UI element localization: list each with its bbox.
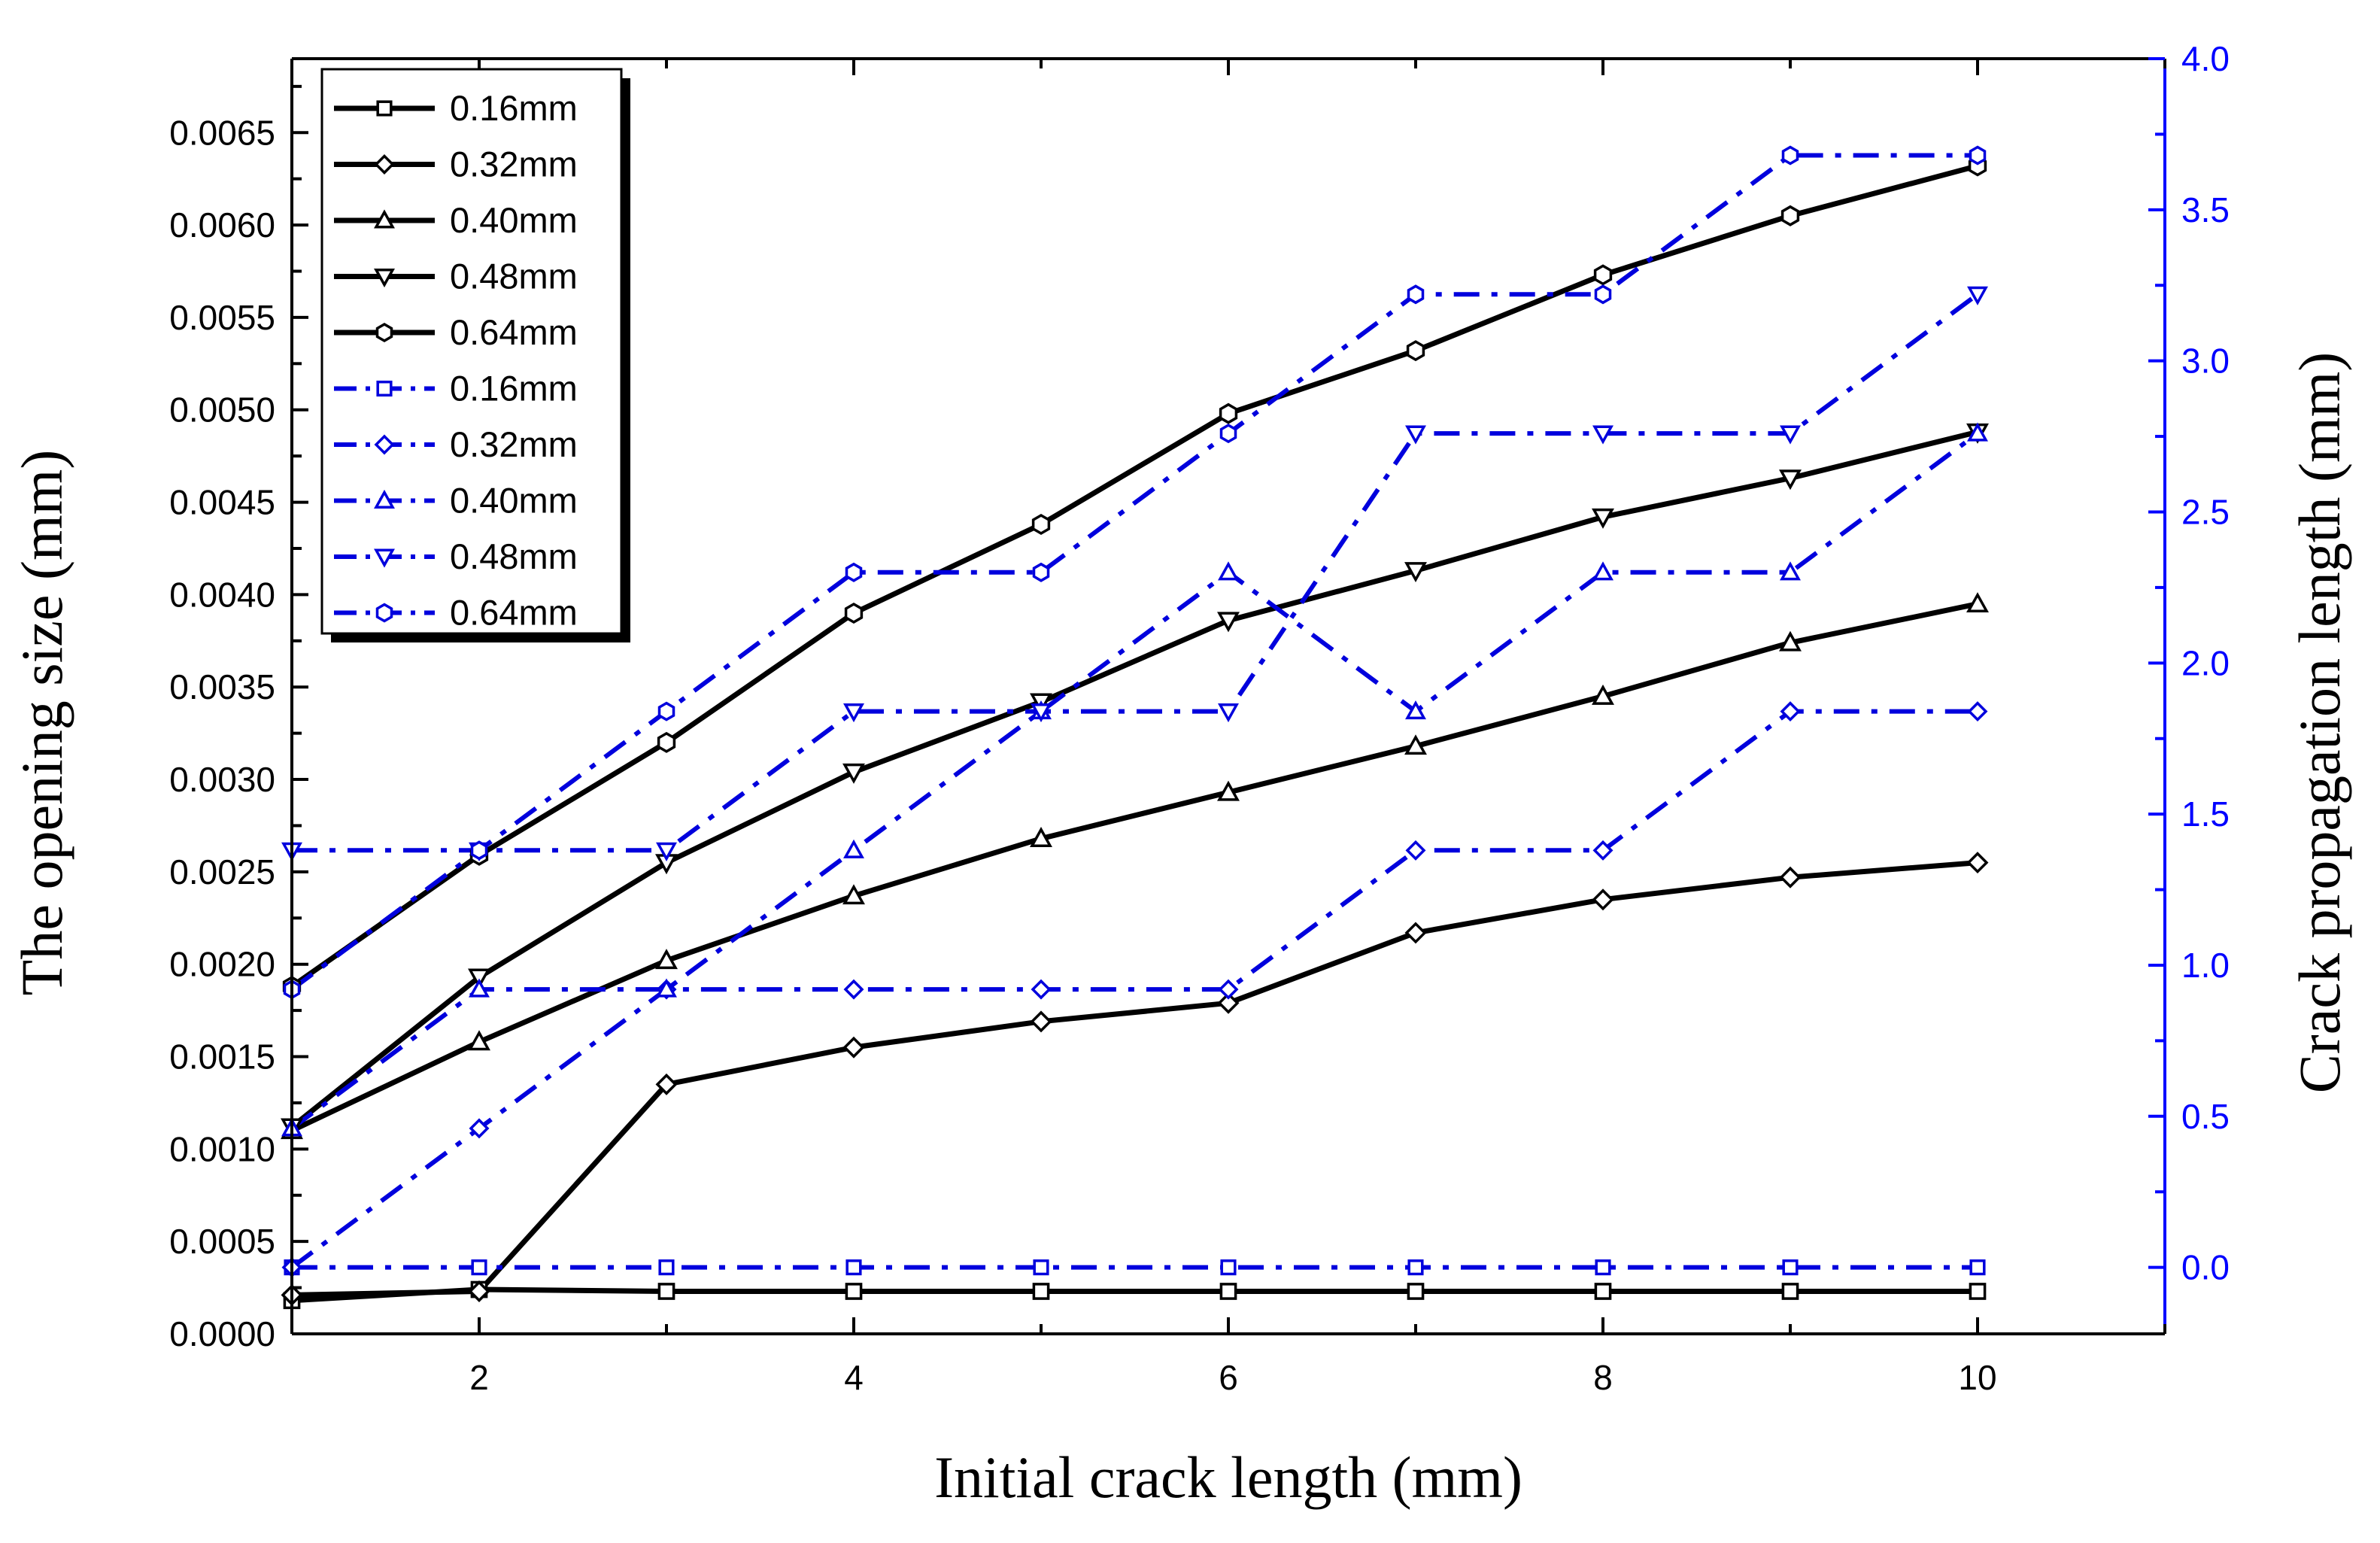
y-left-tick-label: 0.0010 [169, 1129, 275, 1168]
y-left-tick-label: 0.0040 [169, 575, 275, 614]
data-point [846, 604, 862, 622]
legend-label: 0.40mm [450, 200, 578, 240]
data-point [847, 1261, 861, 1274]
data-point [1783, 147, 1798, 164]
x-tick-label: 6 [1219, 1358, 1238, 1397]
data-point [845, 1038, 863, 1056]
y-left-tick-label: 0.0015 [169, 1037, 275, 1077]
y-left-tick-label: 0.0035 [169, 667, 275, 706]
legend-label: 0.32mm [450, 144, 578, 184]
legend-marker [378, 324, 392, 341]
data-point [1034, 1284, 1048, 1298]
legend-marker [378, 102, 391, 115]
legend-label: 0.40mm [450, 481, 578, 521]
data-point [846, 1284, 861, 1298]
data-point [1595, 266, 1611, 284]
x-tick-label: 8 [1593, 1358, 1613, 1397]
x-tick-label: 4 [844, 1358, 864, 1397]
data-point [472, 1261, 486, 1274]
data-point [472, 842, 487, 858]
x-tick-label: 2 [469, 1358, 489, 1397]
data-point [1409, 286, 1423, 302]
legend-label: 0.16mm [450, 369, 578, 409]
series-line-left-0_16mm [292, 1289, 1978, 1301]
data-point [1409, 1261, 1422, 1274]
legend-marker [378, 605, 392, 621]
data-point [1783, 207, 1799, 225]
data-point [1034, 564, 1049, 581]
data-point [1595, 1284, 1610, 1298]
data-point [1594, 891, 1612, 909]
data-point [845, 981, 862, 998]
legend-marker [378, 382, 391, 396]
data-point [1407, 842, 1424, 858]
y-right-tick-label: 1.5 [2181, 794, 2230, 834]
y-right-tick-label: 0.0 [2181, 1248, 2230, 1287]
y-right-axis-title: Crack propagation length (mm) [2287, 352, 2352, 1094]
data-point [1032, 1013, 1050, 1031]
y-left-tick-label: 0.0065 [169, 113, 275, 152]
data-point [1969, 703, 1986, 720]
data-point [1221, 1284, 1235, 1298]
y-left-tick-label: 0.0020 [169, 945, 275, 984]
data-point [1034, 1261, 1048, 1274]
data-point [1783, 1284, 1797, 1298]
data-point [1407, 924, 1425, 942]
data-point [1596, 286, 1610, 302]
data-point [1970, 1284, 1984, 1298]
y-right-tick-label: 1.0 [2181, 946, 2230, 985]
data-point [1220, 981, 1237, 998]
data-point [1783, 1261, 1797, 1274]
x-tick-label: 10 [1958, 1358, 1996, 1397]
data-point [1971, 1261, 1984, 1274]
data-point [1034, 515, 1049, 533]
y-left-tick-label: 0.0030 [169, 760, 275, 799]
series-line-left-0_32mm [292, 863, 1978, 1295]
data-point [1220, 564, 1237, 579]
legend-label: 0.64mm [450, 312, 578, 352]
data-point [1971, 147, 1985, 164]
legend-label: 0.48mm [450, 257, 578, 296]
data-point [1596, 1261, 1610, 1274]
data-point [845, 842, 862, 857]
data-point [659, 1284, 673, 1298]
legend-label: 0.32mm [450, 424, 578, 464]
data-point [1595, 564, 1611, 579]
y-left-tick-label: 0.0000 [169, 1314, 275, 1353]
data-point [1221, 405, 1237, 423]
legend-label: 0.64mm [450, 593, 578, 633]
x-axis-title: Initial crack length (mm) [934, 1444, 1522, 1510]
y-left-tick-label: 0.0060 [169, 205, 275, 245]
y-left-tick-label: 0.0045 [169, 483, 275, 522]
data-point [659, 734, 675, 752]
data-point [660, 703, 674, 720]
data-point [1033, 981, 1049, 998]
y-left-tick-label: 0.0055 [169, 298, 275, 337]
y-right-tick-label: 0.5 [2181, 1097, 2230, 1136]
series-line-left-0_40mm [292, 604, 1978, 1131]
data-point [1781, 868, 1799, 886]
y-left-axis-title: The opening size (mm) [9, 450, 74, 996]
y-right-tick-label: 4.0 [2181, 39, 2230, 78]
chart-svg: 2 4 6 8 100.00000.00050.00100.00150.00200.00… [0, 0, 2380, 1543]
legend-label: 0.48mm [450, 536, 578, 576]
legend-label: 0.16mm [450, 88, 578, 128]
data-point [1222, 1261, 1235, 1274]
y-right-tick-label: 2.0 [2181, 643, 2230, 682]
y-right-tick-label: 3.0 [2181, 342, 2230, 381]
data-point [1222, 425, 1236, 442]
data-point [1408, 1284, 1422, 1298]
y-left-tick-label: 0.0050 [169, 390, 275, 430]
data-point [847, 564, 861, 581]
y-right-tick-label: 2.5 [2181, 492, 2230, 531]
y-left-tick-label: 0.0005 [169, 1222, 275, 1261]
data-point [660, 1261, 673, 1274]
data-point [1969, 854, 1987, 872]
data-point [1408, 342, 1424, 360]
y-right-tick-label: 3.5 [2181, 190, 2230, 229]
data-point [1220, 705, 1237, 720]
y-left-tick-label: 0.0025 [169, 852, 275, 891]
